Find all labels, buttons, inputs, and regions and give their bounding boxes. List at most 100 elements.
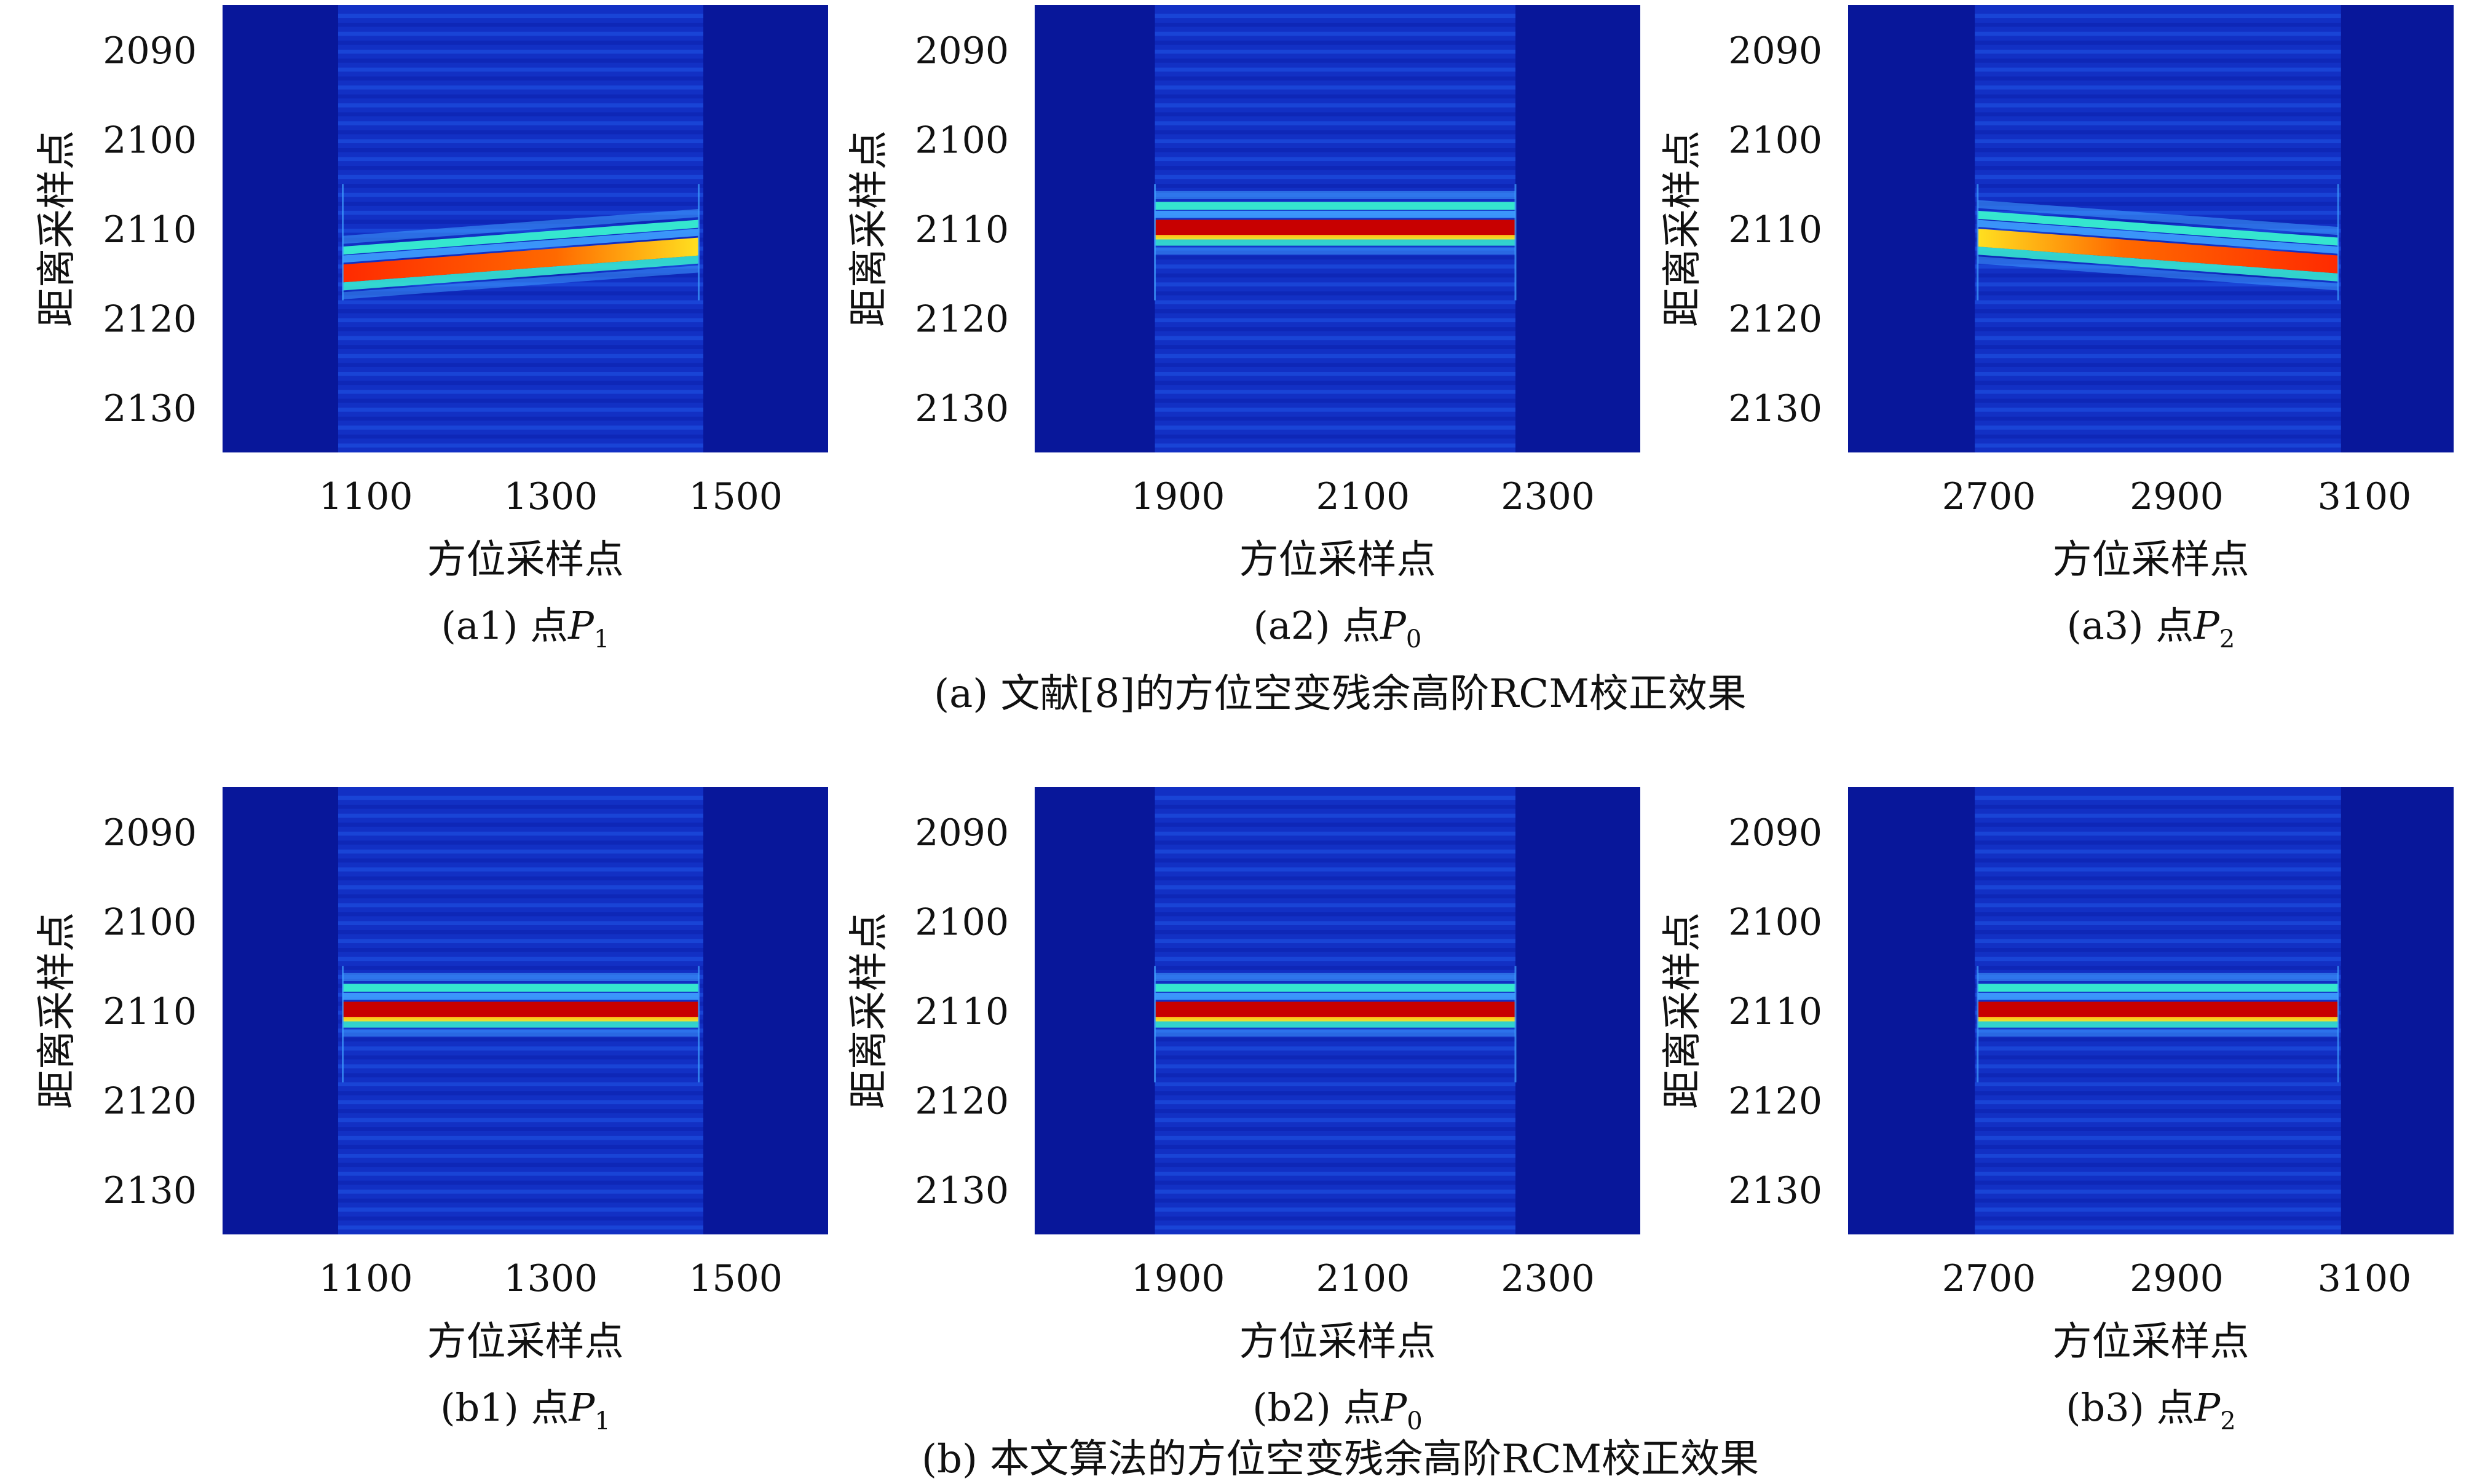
sidelobe-stripe — [338, 1082, 703, 1087]
y-tick-label: 2120 — [915, 1080, 1009, 1123]
sidelobe-stripe — [1975, 148, 2341, 152]
heatmap-panel-a2: 2090 2100 2110 2120 2130 1900 2100 2300 方位采样点 距离采… — [847, 5, 1640, 653]
sidelobe-stripe — [1155, 1180, 1515, 1185]
sidelobe-stripe — [1155, 1207, 1515, 1212]
subplot-caption: (a3) 点P2 — [2067, 603, 2235, 653]
sidelobe-stripe — [338, 831, 703, 836]
cyan-band-upper — [1977, 210, 2339, 246]
sidelobe-stripe — [1155, 876, 1515, 881]
sidelobe-stripe — [1975, 858, 2341, 863]
sidelobe-stripe — [1155, 1064, 1515, 1068]
sidelobe-stripe — [338, 434, 703, 439]
sidelobe-stripe — [338, 903, 703, 907]
x-tick-label: 1300 — [504, 475, 598, 518]
x-tick-label: 2100 — [1316, 1257, 1410, 1300]
y-tick-label: 2110 — [1728, 990, 1822, 1033]
x-axis-label: 方位采样点 — [1239, 537, 1436, 583]
sidelobe-stripe — [338, 381, 703, 385]
sidelobe-stripe — [1155, 408, 1515, 412]
sidelobe-stripe — [1975, 867, 2341, 872]
sidelobe-stripe — [1155, 1198, 1515, 1203]
y-axis-label: 距离采样点 — [34, 130, 80, 327]
sidelobe-stripe — [338, 805, 703, 809]
cyan-band-upper — [342, 984, 699, 992]
sidelobe-stripe — [1975, 14, 2341, 18]
y-tick-label: 2100 — [103, 901, 197, 944]
sidelobe-stripe — [1155, 103, 1515, 108]
sidelobe-stripe — [1155, 1046, 1515, 1051]
x-tick-label: 1500 — [689, 475, 783, 518]
y-tick-label: 2100 — [1728, 119, 1822, 162]
sidelobe-stripe — [1155, 939, 1515, 944]
sidelobe-stripe — [338, 345, 703, 349]
sidelobe-stripe — [338, 1055, 703, 1060]
y-tick-label: 2100 — [1728, 901, 1822, 944]
sidelobe-stripe — [338, 85, 703, 90]
sidelobe-stripe — [1975, 1046, 2341, 1051]
sidelobe-stripe — [1155, 148, 1515, 152]
sidelobe-stripe — [1155, 1109, 1515, 1113]
sidelobe-stripe — [1155, 318, 1515, 323]
subplot-caption: (a2) 点P0 — [1254, 603, 1422, 653]
sidelobe-stripe — [1975, 957, 2341, 961]
sidelobe-stripe — [1155, 112, 1515, 117]
sidelobe-stripe — [1155, 381, 1515, 385]
y-tick-label: 2120 — [103, 298, 197, 341]
sidelobe-stripe — [338, 121, 703, 125]
y-tick-label: 2110 — [1728, 208, 1822, 251]
sidelobe-stripe — [1155, 1100, 1515, 1105]
sidelobe-stripe — [1975, 921, 2341, 925]
y-tick-label: 2130 — [915, 1169, 1009, 1212]
sidelobe-stripe — [338, 130, 703, 135]
sidelobe-stripe — [1975, 219, 2341, 224]
sidelobe-stripe — [1975, 1180, 2341, 1185]
sidelobe-stripe — [1155, 85, 1515, 90]
sidelobe-stripe — [1975, 49, 2341, 54]
x-tick-label: 1900 — [1131, 475, 1225, 518]
sidelobe-stripe — [1975, 23, 2341, 27]
sidelobe-stripe — [1155, 264, 1515, 269]
y-tick-label: 2100 — [103, 119, 197, 162]
sidelobe-stripe — [338, 1172, 703, 1176]
x-tick-label: 2300 — [1501, 1257, 1595, 1300]
sidelobe-stripe — [1155, 894, 1515, 899]
sidelobe-stripe — [338, 408, 703, 412]
sidelobe-stripe — [1155, 921, 1515, 925]
light-blue-band — [1155, 992, 1515, 1000]
sidelobe-band — [1977, 200, 2339, 235]
sidelobe-stripe — [1155, 823, 1515, 827]
sidelobe-stripe — [1975, 903, 2341, 907]
y-tick-label: 2130 — [103, 1169, 197, 1212]
sidelobe-stripe — [1155, 371, 1515, 376]
sidelobe-band — [1155, 1029, 1515, 1037]
sidelobe-stripe — [1155, 1135, 1515, 1140]
sidelobe-stripe — [1975, 381, 2341, 385]
sidelobe-stripe — [338, 1100, 703, 1105]
sidelobe-stripe — [338, 957, 703, 961]
sidelobe-stripe — [338, 31, 703, 36]
sidelobe-stripe — [1155, 76, 1515, 81]
sidelobe-stripe — [338, 1162, 703, 1167]
light-blue-band — [1155, 210, 1515, 218]
cyan-band-lower — [342, 1019, 699, 1028]
x-tick-label: 2700 — [1942, 475, 2036, 518]
sidelobe-stripe — [338, 371, 703, 376]
y-tick-label: 2120 — [915, 298, 1009, 341]
sidelobe-band — [342, 208, 699, 244]
sidelobe-band — [1155, 191, 1515, 199]
light-blue-band — [1977, 219, 2339, 254]
y-tick-label: 2090 — [1728, 811, 1822, 854]
x-tick-label: 1500 — [689, 1257, 783, 1300]
sidelobe-stripe — [1975, 966, 2341, 970]
sidelobe-stripe — [338, 1190, 703, 1194]
peak-band — [1155, 219, 1515, 238]
y-tick-label: 2110 — [915, 990, 1009, 1033]
sidelobe-stripe — [338, 23, 703, 27]
x-tick-label: 2900 — [2130, 1257, 2224, 1300]
sidelobe-stripe — [1975, 1055, 2341, 1060]
sidelobe-stripe — [338, 1073, 703, 1078]
sidelobe-stripe — [1155, 41, 1515, 45]
sidelobe-band — [342, 265, 699, 300]
sidelobe-stripe — [338, 840, 703, 845]
sidelobe-stripe — [338, 166, 703, 170]
